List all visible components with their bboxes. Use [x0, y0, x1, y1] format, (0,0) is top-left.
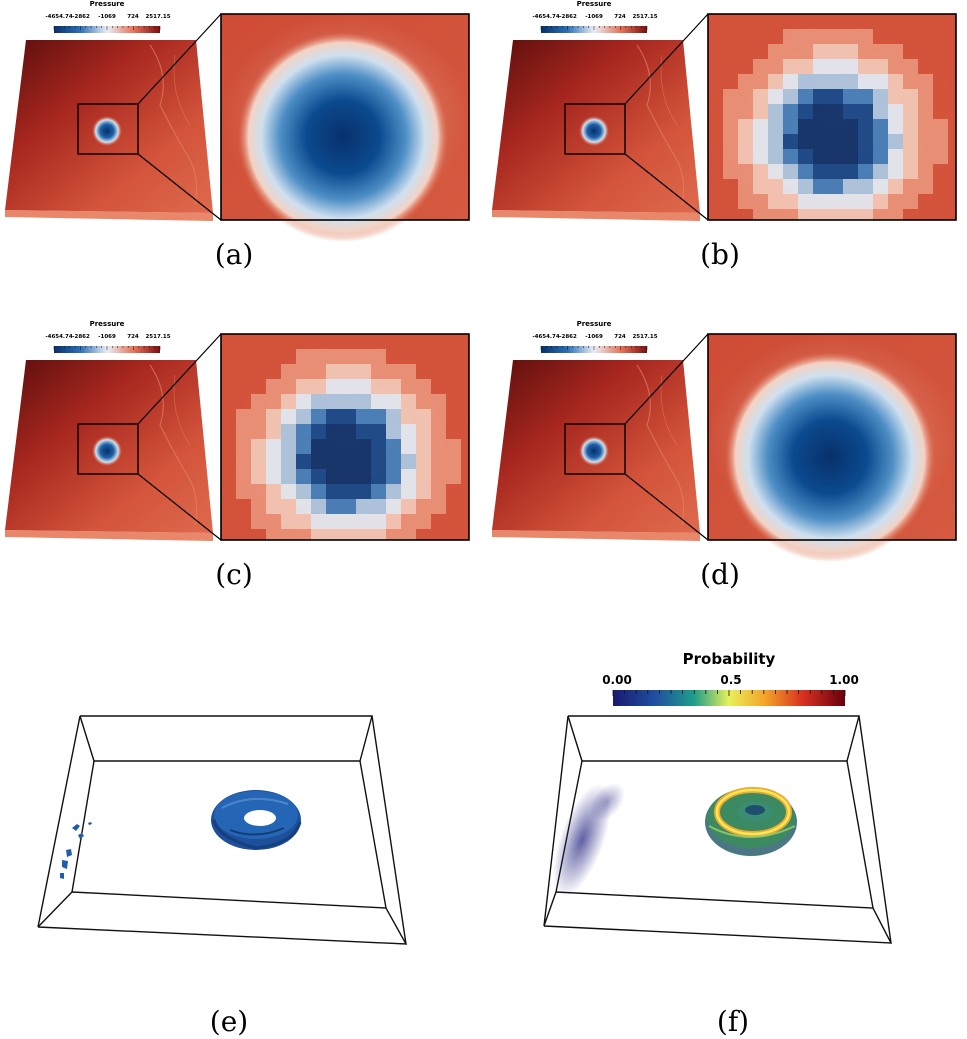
- pressure-colorbar: [540, 346, 648, 353]
- pressure-colorbar-tick: 724: [614, 14, 626, 20]
- pressure-colorbar-tick: 2517.15: [632, 334, 658, 340]
- pressure-colorbar-tick: 2517.15: [632, 14, 658, 20]
- panel-caption: (b): [700, 238, 740, 271]
- pressure-render: [5, 333, 470, 541]
- pressure-panel-d: Pressure -4654.74 -2862 -1069 724 2517.15 (d): [487, 320, 967, 610]
- pressure-colorbar-tick: -4654.74: [532, 14, 560, 20]
- pressure-colorbar-tick: -1069: [98, 14, 116, 20]
- panel-caption: (a): [214, 238, 254, 271]
- pressure-colorbar-tick: -2862: [72, 14, 90, 20]
- probability-panel-f: Probability 0.00 0.5 1.00: [487, 640, 967, 1039]
- pressure-colorbar-tick: -2862: [72, 334, 90, 340]
- probability-colorbar: [612, 690, 846, 706]
- zoom-inset: [707, 13, 957, 221]
- pressure-colorbar: [540, 26, 648, 33]
- pressure-colorbar: [53, 26, 161, 33]
- pressure-panel-c: Pressure -4654.74 -2862 -1069 724 2517.15 (c): [0, 320, 480, 610]
- pressure-colorbar-tick: 2517.15: [145, 334, 171, 340]
- pressure-render: [492, 333, 957, 562]
- pressure-colorbar-tick: 724: [127, 14, 139, 20]
- probability-colorbar-title: Probability: [682, 650, 776, 668]
- pressure-panel-a: Pressure -4654.74 -2862 -1069 724 2517.15 (a): [0, 0, 480, 290]
- probability-tick-1: 0.5: [720, 673, 742, 687]
- zoom-inset: [220, 333, 470, 541]
- isosurface-panel-e: (e): [0, 640, 480, 1039]
- panel-caption: (c): [215, 558, 253, 591]
- zoom-inset: [707, 333, 957, 562]
- caption-f-text: (f): [716, 1005, 750, 1038]
- pressure-colorbar: [53, 346, 161, 353]
- pressure-colorbar-tick: -1069: [585, 14, 603, 20]
- pressure-panel-b: Pressure -4654.74 -2862 -1069 724 2517.15 (b): [487, 0, 967, 290]
- pressure-colorbar-tick: -4654.74: [45, 334, 73, 340]
- pressure-colorbar-tick: -4654.74: [45, 14, 73, 20]
- probability-tick-0: 0.00: [602, 673, 632, 687]
- pressure-colorbar-title: Pressure: [89, 320, 125, 328]
- pressure-render: [492, 13, 957, 221]
- pressure-colorbar-title: Pressure: [576, 0, 612, 8]
- caption-e-text: (e): [209, 1005, 249, 1038]
- pressure-colorbar-tick: 724: [614, 334, 626, 340]
- pressure-colorbar-tick: 2517.15: [145, 14, 171, 20]
- probability-tick-2: 1.00: [829, 673, 859, 687]
- pressure-colorbar-title: Pressure: [576, 320, 612, 328]
- pressure-colorbar-tick: -2862: [559, 14, 577, 20]
- zoom-inset: [220, 13, 470, 242]
- pressure-colorbar-tick: -1069: [585, 334, 603, 340]
- pressure-colorbar-tick: -4654.74: [532, 334, 560, 340]
- pressure-render: [5, 13, 470, 242]
- pressure-colorbar-tick: -1069: [98, 334, 116, 340]
- pressure-colorbar-tick: 724: [127, 334, 139, 340]
- pressure-colorbar-tick: -2862: [559, 334, 577, 340]
- probability-render: [543, 690, 893, 944]
- isosurface-render: [37, 715, 408, 945]
- panel-caption: (d): [700, 558, 740, 591]
- pressure-colorbar-title: Pressure: [89, 0, 125, 8]
